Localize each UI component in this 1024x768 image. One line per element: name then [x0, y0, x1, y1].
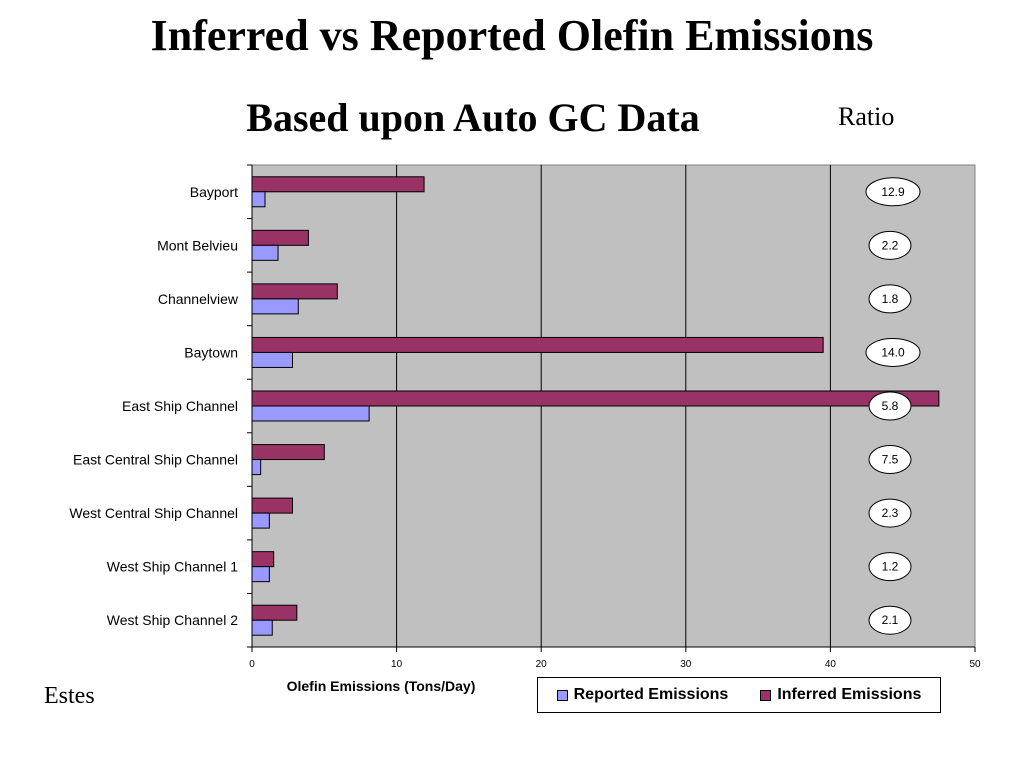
x-tick-label: 50	[969, 659, 981, 670]
ratio-value: 12.9	[881, 185, 905, 199]
legend-item-reported: Reported Emissions	[556, 686, 729, 704]
legend-label-inferred: Inferred Emissions	[777, 686, 922, 703]
x-tick-label: 20	[536, 659, 548, 670]
ratio-bubble-4	[868, 391, 912, 421]
ratio-bubble-1	[868, 230, 912, 260]
category-label: Baytown	[184, 344, 238, 360]
bar-inferred-5	[251, 444, 325, 461]
bar-inferred-8	[251, 604, 298, 621]
bar-reported-5	[251, 459, 262, 476]
author-name: Estes	[44, 683, 95, 709]
bar-inferred-3	[251, 336, 824, 353]
category-label: Bayport	[190, 184, 238, 200]
ratio-heading: Ratio	[838, 102, 895, 131]
category-label: West Ship Channel 2	[107, 612, 238, 628]
category-label: West Central Ship Channel	[69, 505, 238, 521]
x-tick-label: 30	[680, 659, 692, 670]
bar-reported-6	[251, 512, 270, 529]
category-label: West Ship Channel 1	[107, 559, 238, 575]
legend-swatch-inferred	[760, 689, 772, 701]
ratio-bubble-2	[868, 284, 912, 314]
bar-reported-7	[251, 566, 270, 583]
legend-label-reported: Reported Emissions	[573, 686, 729, 703]
axes	[247, 164, 976, 652]
bar-reported-4	[251, 405, 370, 422]
ratio-value: 7.5	[882, 453, 899, 467]
bar-inferred-7	[251, 551, 275, 568]
category-label: Channelview	[158, 291, 239, 307]
bar-reported-0	[251, 191, 266, 208]
bar-reported-2	[251, 298, 299, 315]
bar-reported-8	[251, 619, 273, 636]
ratio-value: 1.2	[882, 560, 899, 574]
ratio-bubble-0	[865, 177, 921, 207]
bars	[251, 176, 940, 636]
bar-inferred-2	[251, 283, 338, 300]
category-label: Mont Belvieu	[157, 237, 238, 253]
ratio-bubble-6	[868, 498, 912, 528]
category-label: East Ship Channel	[122, 398, 238, 414]
ratio-value: 1.8	[882, 292, 899, 306]
ratio-value: 5.8	[882, 399, 899, 413]
x-tick-labels: 0 10 20 30 40 50	[249, 659, 981, 670]
x-axis-label: Olefin Emissions (Tons/Day)	[287, 678, 476, 694]
bar-inferred-4	[251, 390, 940, 407]
ratio-bubble-3	[865, 337, 921, 367]
bar-reported-3	[251, 351, 293, 368]
x-tick-label: 10	[391, 659, 403, 670]
ratio-value: 2.3	[882, 506, 899, 520]
ratio-value: 2.1	[882, 613, 899, 627]
x-tick-label: 0	[249, 659, 255, 670]
legend: Reported Emissions Inferred Emissions	[537, 677, 941, 713]
legend-item-inferred: Inferred Emissions	[760, 686, 921, 704]
bar-inferred-1	[251, 229, 309, 246]
ratio-value: 14.0	[881, 345, 905, 359]
ratio-value: 2.2	[882, 238, 899, 252]
legend-swatch-reported	[556, 689, 568, 701]
bar-inferred-6	[251, 497, 293, 514]
ratio-bubble-8	[868, 605, 912, 635]
slide-subtitle: Based upon Auto GC Data	[246, 95, 700, 140]
slide-title: Inferred vs Reported Olefin Emissions	[150, 11, 874, 60]
ratio-callouts: 12.9 2.2 1.8 14.0 5.8 7.5 2.3 1.2 2.1	[865, 177, 921, 635]
x-tick-label: 40	[825, 659, 837, 670]
ratio-bubble-7	[868, 552, 912, 582]
category-labels: Bayport Mont Belvieu Channelview Baytown Eas…	[69, 184, 238, 628]
bar-inferred-0	[251, 176, 425, 193]
ratio-bubble-5	[868, 445, 912, 475]
category-label: East Central Ship Channel	[73, 452, 238, 468]
bar-reported-1	[251, 244, 279, 261]
